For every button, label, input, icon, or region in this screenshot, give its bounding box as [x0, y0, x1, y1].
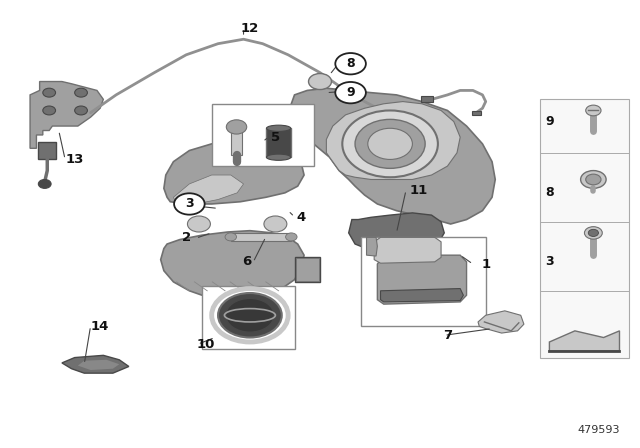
Polygon shape: [326, 102, 460, 180]
Circle shape: [335, 82, 366, 103]
Polygon shape: [381, 289, 463, 302]
Polygon shape: [478, 311, 524, 333]
Text: 3: 3: [545, 255, 554, 268]
Circle shape: [335, 53, 366, 74]
Bar: [294, 258, 320, 282]
Polygon shape: [30, 82, 103, 148]
Circle shape: [188, 216, 211, 232]
Polygon shape: [78, 360, 119, 370]
Bar: [38, 142, 56, 159]
Polygon shape: [549, 331, 620, 351]
Text: 1: 1: [481, 258, 490, 271]
Polygon shape: [62, 355, 129, 373]
Polygon shape: [173, 175, 244, 204]
Polygon shape: [349, 213, 444, 258]
Polygon shape: [378, 255, 467, 304]
Ellipse shape: [266, 154, 291, 160]
Circle shape: [75, 88, 88, 97]
Text: 3: 3: [185, 198, 194, 211]
Circle shape: [588, 229, 598, 237]
Circle shape: [586, 105, 601, 116]
Polygon shape: [291, 88, 495, 224]
Circle shape: [264, 216, 287, 232]
Circle shape: [43, 106, 56, 115]
Polygon shape: [374, 237, 441, 263]
Circle shape: [174, 193, 205, 215]
Bar: [212, 104, 314, 166]
Circle shape: [368, 128, 412, 159]
Bar: [540, 99, 629, 358]
Circle shape: [586, 174, 601, 185]
Bar: [231, 130, 243, 155]
Text: 8: 8: [346, 57, 355, 70]
Circle shape: [355, 119, 425, 168]
Circle shape: [226, 298, 274, 332]
Text: 8: 8: [545, 186, 554, 199]
Circle shape: [218, 293, 282, 337]
Text: 7: 7: [443, 329, 452, 342]
Bar: [202, 286, 294, 349]
Circle shape: [584, 227, 602, 239]
Text: 9: 9: [346, 86, 355, 99]
Text: 9: 9: [545, 115, 554, 128]
Text: 4: 4: [296, 211, 305, 224]
Polygon shape: [367, 237, 378, 256]
Text: 5: 5: [271, 131, 280, 144]
Bar: [362, 237, 486, 327]
Polygon shape: [161, 231, 304, 300]
Circle shape: [285, 233, 297, 241]
Bar: [231, 233, 291, 241]
Text: 10: 10: [196, 338, 214, 351]
Circle shape: [308, 73, 332, 90]
Text: 11: 11: [410, 184, 428, 197]
Circle shape: [75, 106, 88, 115]
Bar: [296, 258, 319, 281]
Text: 479593: 479593: [577, 426, 620, 435]
Bar: [420, 96, 433, 102]
Circle shape: [342, 111, 438, 177]
Text: 6: 6: [242, 255, 252, 268]
Text: 12: 12: [241, 22, 259, 34]
Text: 14: 14: [91, 320, 109, 333]
Circle shape: [225, 233, 237, 241]
Text: 13: 13: [65, 153, 84, 166]
Circle shape: [43, 88, 56, 97]
Polygon shape: [164, 139, 304, 204]
Text: 2: 2: [182, 231, 191, 244]
Bar: [266, 128, 291, 157]
Circle shape: [580, 171, 606, 188]
Ellipse shape: [266, 125, 291, 131]
Circle shape: [38, 180, 51, 188]
Circle shape: [227, 120, 246, 134]
Bar: [472, 111, 481, 116]
